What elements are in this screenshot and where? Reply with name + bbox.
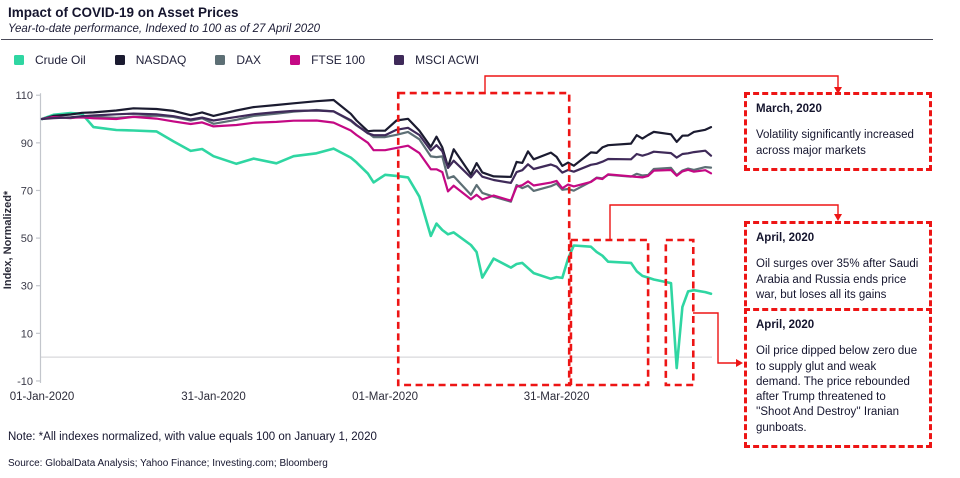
chart-header: Impact of COVID-19 on Asset Prices Year-… xyxy=(8,5,320,35)
x-tick-label-01-Jan-2020: 01-Jan-2020 xyxy=(10,391,75,403)
x-tick-label-31-Mar-2020: 31-Mar-2020 xyxy=(524,391,590,403)
legend-swatch-icon xyxy=(394,55,405,65)
x-tick-label-31-Jan-2020: 31-Jan-2020 xyxy=(181,391,246,403)
y-tick-label-90: 90 xyxy=(21,138,33,150)
legend-swatch-icon xyxy=(215,55,226,65)
y-tick-label-30: 30 xyxy=(21,281,33,293)
annotation-box-april-surge: April, 2020 Oil surges over 35% after Sa… xyxy=(744,221,932,316)
highlight-region-3 xyxy=(664,238,695,387)
connector-april-surge-arrowhead-icon xyxy=(834,214,842,221)
connector-april-surge xyxy=(609,204,839,241)
legend-item-ftse-100: FTSE 100 xyxy=(290,53,365,67)
series-line-dax xyxy=(40,108,713,203)
y-axis-title: Index, Normalized* xyxy=(2,190,14,289)
y-tick-label-10: 10 xyxy=(21,328,33,340)
annotation-body-april-negative: Oil price dipped below zero due to suppl… xyxy=(756,345,918,434)
legend-swatch-icon xyxy=(290,55,301,65)
legend-label: FTSE 100 xyxy=(311,53,366,67)
connector-april-negative xyxy=(693,312,736,364)
y-tick-label-70: 70 xyxy=(21,185,33,197)
highlight-region-1 xyxy=(396,91,571,387)
legend-label: Crude Oil xyxy=(35,53,86,67)
annotation-title-april-negative: April, 2020 xyxy=(756,319,815,331)
legend: Crude Oil NASDAQ DAX FTSE 100 MSCI ACWI xyxy=(14,53,479,67)
annotation-box-april-negative: April, 2020 Oil price dipped below zero … xyxy=(744,308,932,448)
y-tick-label--10: -10 xyxy=(17,376,33,388)
legend-label: MSCI ACWI xyxy=(415,53,480,67)
series-line-msci-acwi xyxy=(40,109,713,184)
chart-note: Note: *All indexes normalized, with valu… xyxy=(8,431,377,443)
legend-label: DAX xyxy=(236,53,262,67)
legend-label: NASDAQ xyxy=(135,53,187,67)
legend-item-crude-oil: Crude Oil xyxy=(14,53,86,67)
connector-march-arrowhead-icon xyxy=(834,87,842,94)
legend-swatch-icon xyxy=(14,55,24,65)
legend-item-msci-acwi: MSCI ACWI xyxy=(394,53,479,67)
legend-item-dax: DAX xyxy=(215,53,261,67)
y-tick-label-50: 50 xyxy=(21,233,33,245)
annotation-title-april-surge: April, 2020 xyxy=(756,232,815,244)
annotation-body-april-surge: Oil surges over 35% after Saudi Arabia a… xyxy=(756,258,919,301)
series-line-ftse-100 xyxy=(40,115,713,202)
annotation-title-march: March, 2020 xyxy=(756,103,822,115)
series-line-nasdaq xyxy=(40,98,713,178)
connector-april-negative-arrowhead-icon xyxy=(736,359,743,367)
annotation-body-march: Volatility significantly increased acros… xyxy=(756,129,914,157)
chart-source: Source: GlobalData Analysis; Yahoo Finan… xyxy=(8,458,328,469)
page-subtitle: Year-to-date performance, Indexed to 100… xyxy=(8,23,320,35)
y-tick-label-110: 110 xyxy=(15,90,33,102)
x-tick-label-01-Mar-2020: 01-Mar-2020 xyxy=(352,391,418,403)
connector-march xyxy=(484,75,839,94)
legend-swatch-icon xyxy=(114,55,125,65)
legend-item-nasdaq: NASDAQ xyxy=(114,53,187,67)
page-title: Impact of COVID-19 on Asset Prices xyxy=(8,5,239,20)
series-line-crude-oil xyxy=(40,111,713,370)
annotation-box-march: March, 2020 Volatility significantly inc… xyxy=(744,92,932,171)
header-divider xyxy=(1,39,933,41)
